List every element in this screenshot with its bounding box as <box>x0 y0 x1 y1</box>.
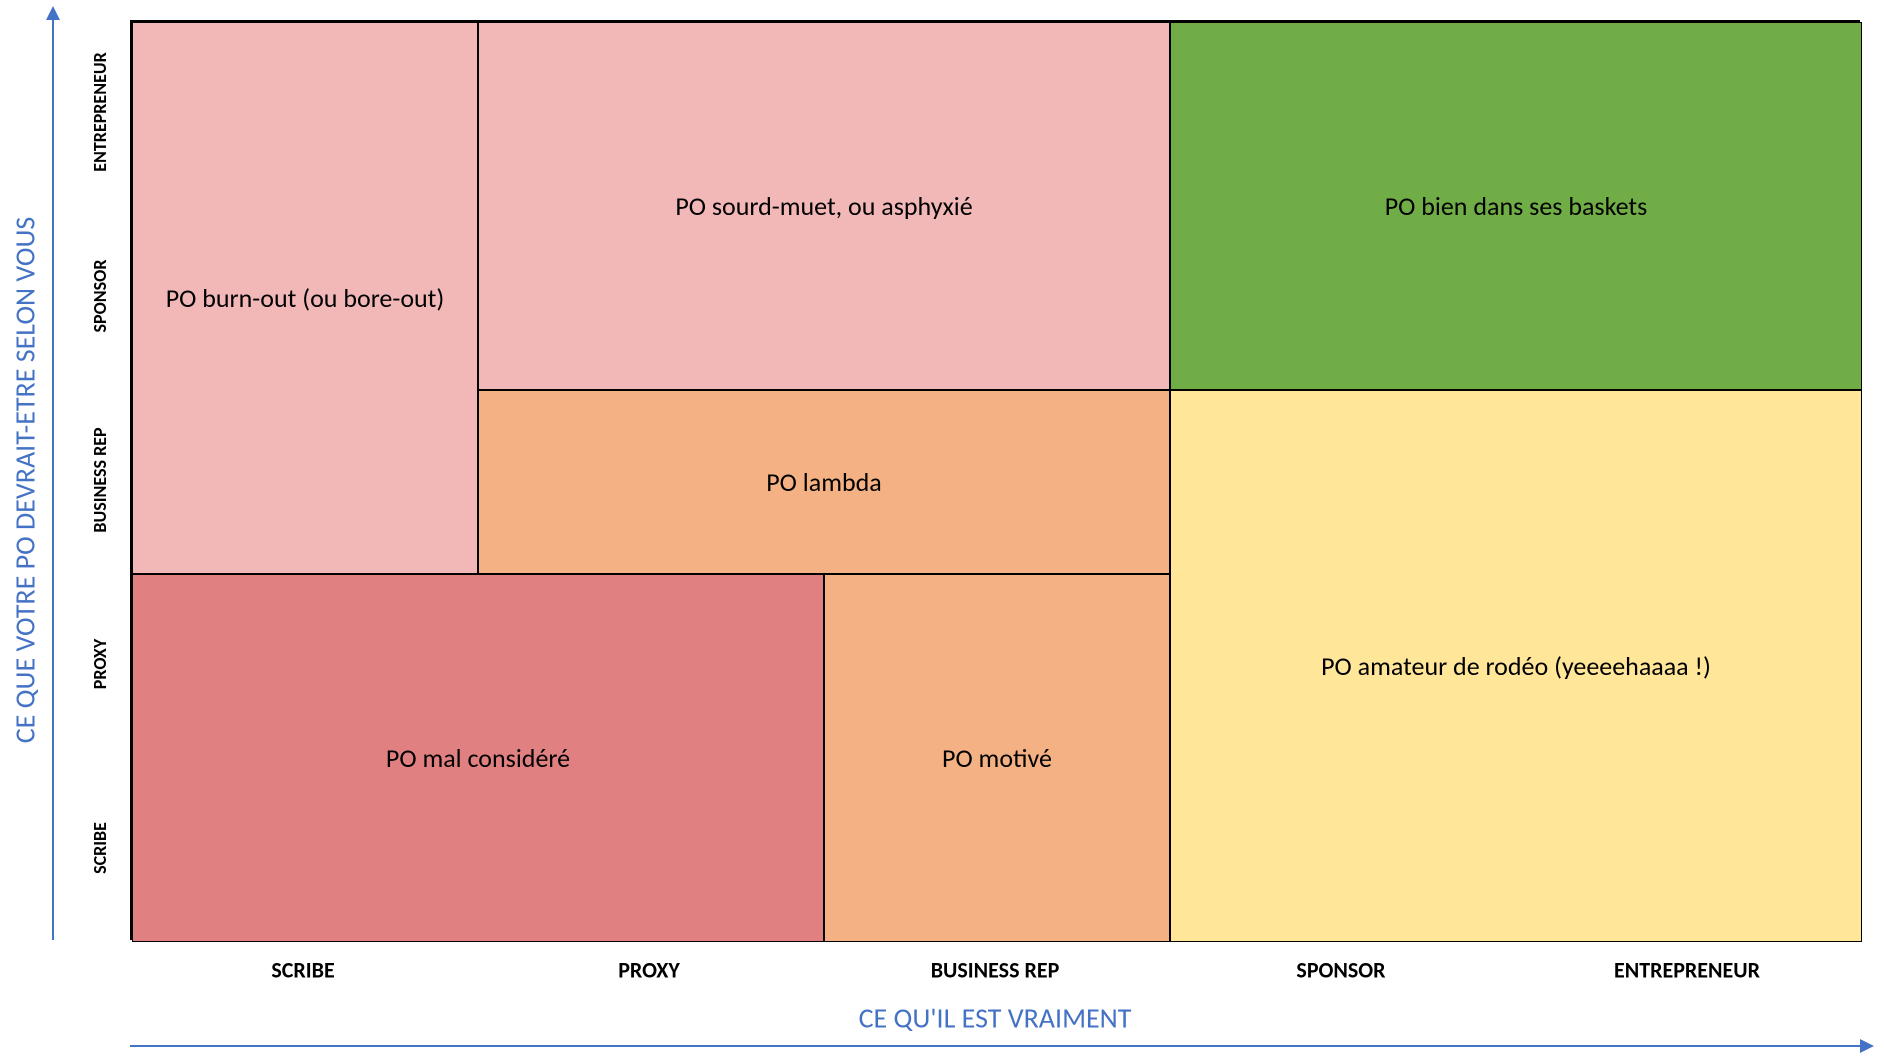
region-motive: PO motivé <box>824 574 1170 942</box>
region-baskets: PO bien dans ses baskets <box>1170 22 1862 390</box>
x-axis-title: CE QU'IL EST VRAIMENT <box>859 1001 1132 1036</box>
x-tick: BUSINESS REP <box>931 957 1060 984</box>
y-tick: SCRIBE <box>89 822 111 874</box>
region-lambda: PO lambda <box>478 390 1170 574</box>
region-burnout: PO burn-out (ou bore-out) <box>132 22 478 574</box>
y-tick: BUSINESS REP <box>89 427 111 532</box>
x-axis-arrow <box>130 1045 1860 1047</box>
region-label: PO lambda <box>766 466 882 498</box>
x-tick: SPONSOR <box>1296 957 1385 984</box>
x-tick: ENTREPRENEUR <box>1614 957 1760 984</box>
x-tick: SCRIBE <box>271 957 334 984</box>
region-label: PO bien dans ses baskets <box>1385 190 1648 222</box>
region-label: PO motivé <box>942 742 1052 774</box>
y-axis-arrow <box>52 20 54 940</box>
x-tick: PROXY <box>618 957 680 984</box>
region-label: PO burn-out (ou bore-out) <box>166 282 445 314</box>
region-sourd: PO sourd-muet, ou asphyxié <box>478 22 1170 390</box>
region-label: PO amateur de rodéo (yeeeehaaaa !) <box>1321 650 1711 682</box>
y-tick: PROXY <box>89 639 111 689</box>
y-tick: ENTREPRENEUR <box>89 52 111 171</box>
matrix-grid: PO burn-out (ou bore-out) PO sourd-muet, … <box>130 20 1860 940</box>
y-axis-title: CE QUE VOTRE PO DEVRAIT-ETRE SELON VOUS <box>8 217 43 744</box>
region-mal: PO mal considéré <box>132 574 824 942</box>
region-rodeo: PO amateur de rodéo (yeeeehaaaa !) <box>1170 390 1862 942</box>
region-label: PO sourd-muet, ou asphyxié <box>675 190 972 222</box>
region-label: PO mal considéré <box>386 742 570 774</box>
po-matrix-diagram: CE QUE VOTRE PO DEVRAIT-ETRE SELON VOUS … <box>0 0 1884 1061</box>
y-tick: SPONSOR <box>89 260 111 333</box>
